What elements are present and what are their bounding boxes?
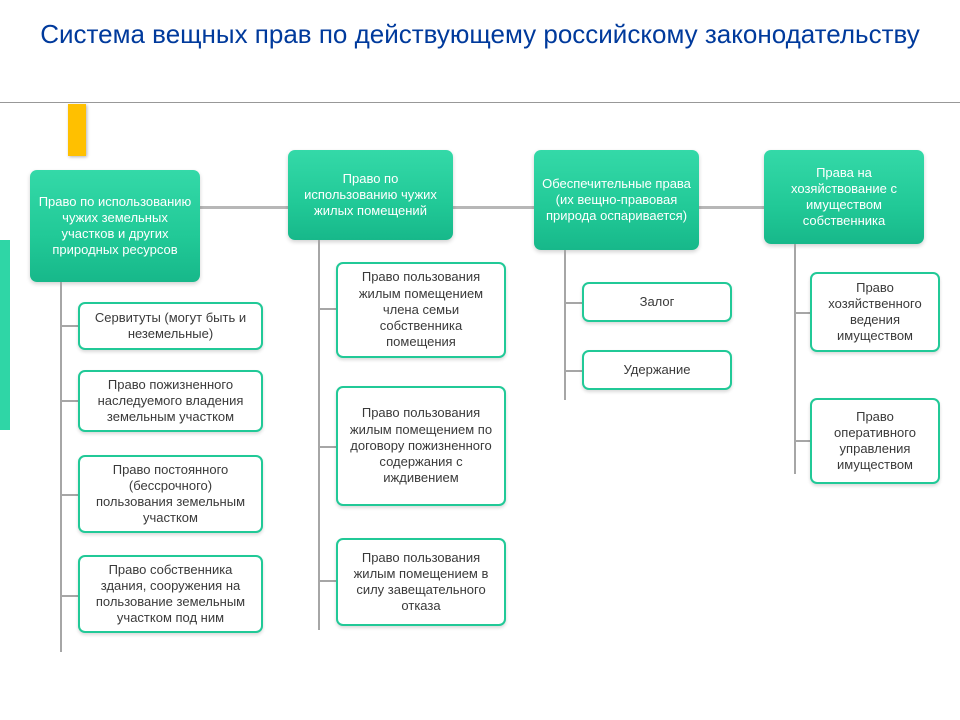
col-1-branch-1 (60, 325, 80, 327)
col-2-branch-2 (318, 446, 338, 448)
page-title: Система вещных прав по действующему росс… (0, 0, 960, 61)
yellow-accent (68, 104, 86, 156)
col-2-child-1: Право пользования жилым помещением члена… (336, 262, 506, 358)
col-1-branch-2 (60, 400, 80, 402)
col-1-branch-3 (60, 494, 80, 496)
col-3-child-1: Залог (582, 282, 732, 322)
col-1-child-1: Сервитуты (могут быть и неземельные) (78, 302, 263, 350)
col-1-child-3: Право постоянного (бессрочного) пользова… (78, 455, 263, 533)
col-4-child-2: Право оперативного управления имуществом (810, 398, 940, 484)
col-3-header: Обеспечительные права (их вещно-правовая… (534, 150, 699, 250)
col-2-child-2: Право пользования жилым помещением по до… (336, 386, 506, 506)
divider (0, 102, 960, 103)
col-2-branch-3 (318, 580, 338, 582)
col-1-header: Право по использованию чужих земельных у… (30, 170, 200, 282)
col-2-branch-1 (318, 308, 338, 310)
col-1-child-2: Право пожизненного наследуемого владения… (78, 370, 263, 432)
col-1-branch-4 (60, 595, 80, 597)
green-accent (0, 240, 10, 430)
connector-horizontal (110, 206, 810, 209)
col-4-child-1: Право хозяйственного ведения имуществом (810, 272, 940, 352)
col-4-header: Права на хозяйствование с имуществом соб… (764, 150, 924, 244)
diagram-area: Право по использованию чужих земельных у… (30, 150, 940, 700)
col-3-stem (564, 250, 566, 400)
col-2-child-3: Право пользования жилым помещением в сил… (336, 538, 506, 626)
col-2-header: Право по использованию чужих жилых помещ… (288, 150, 453, 240)
col-2-stem (318, 240, 320, 630)
col-3-child-2: Удержание (582, 350, 732, 390)
col-1-child-4: Право собственника здания, сооружения на… (78, 555, 263, 633)
col-3-branch-2 (564, 370, 584, 372)
col-3-branch-1 (564, 302, 584, 304)
